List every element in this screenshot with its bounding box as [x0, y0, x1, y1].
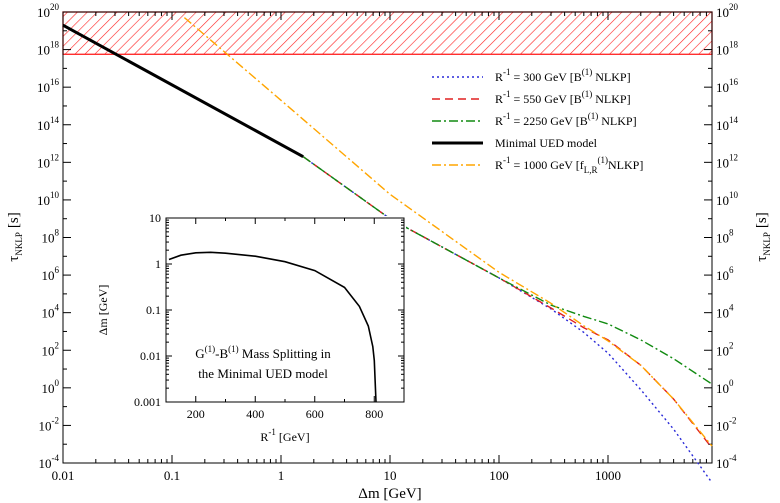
- y-tick-label-left: 102: [42, 340, 60, 358]
- inset-x-tick-label: 600: [306, 407, 324, 421]
- x-tick-label: 1: [278, 468, 285, 483]
- inset-title-line2: the Minimal UED model: [198, 366, 328, 381]
- legend-label-0: R-1 = 300 GeV [B(1) NLKP]: [495, 67, 631, 84]
- inset-title-line1: G(1)-B(1) Mass Splitting in: [195, 344, 331, 361]
- inset-x-tick-label: 200: [187, 407, 205, 421]
- y-tick-label-right: 1010: [716, 190, 739, 208]
- legend: R-1 = 300 GeV [B(1) NLKP] R-1 = 550 GeV […: [432, 67, 643, 175]
- y-tick-label-right: 10-4: [716, 453, 737, 471]
- svg-text:τNKLP[s]: τNKLP [s]: [6, 212, 24, 261]
- y-tick-label-left: 1014: [37, 115, 60, 133]
- y-label-left-unit: [s]: [6, 212, 22, 228]
- x-tick-label: 1000: [595, 468, 621, 483]
- legend-label-3: Minimal UED model: [495, 136, 598, 150]
- y-label-left-main: τ: [6, 256, 22, 262]
- y-tick-label-left: 1016: [37, 77, 60, 95]
- y-tick-label-right: 108: [716, 228, 734, 246]
- inset-y-tick-label: 1: [155, 257, 161, 271]
- y-tick-label-left: 108: [42, 228, 60, 246]
- legend-label-1: R-1 = 550 GeV [B(1) NLKP]: [495, 89, 631, 106]
- y-label-right-main: τ: [754, 256, 770, 262]
- series-line-4: [183, 17, 713, 447]
- y-axis-label-left: τNKLP [s]: [6, 212, 24, 261]
- y-tick-label-right: 1012: [716, 152, 738, 170]
- y-tick-label-left: 1010: [37, 190, 60, 208]
- inset-x-tick-label: 800: [365, 407, 383, 421]
- inset-mass-splitting-curve: [168, 251, 377, 403]
- x-axis-label: Δm [GeV]: [358, 486, 421, 502]
- y-tick-label-right: 100: [716, 378, 734, 396]
- inset-y-tick-label: 10: [149, 211, 161, 225]
- legend-label-2: R-1 = 2250 GeV [B(1) NLKP]: [495, 111, 637, 128]
- y-tick-label-right: 102: [716, 340, 734, 358]
- y-tick-label-left: 1018: [37, 40, 60, 58]
- y-tick-label-left: 10-4: [39, 453, 60, 471]
- y-tick-label-right: 1014: [716, 115, 739, 133]
- inset-y-axis-label: Δm [GeV]: [96, 285, 110, 336]
- y-tick-label-left: 1020: [37, 2, 60, 20]
- inset-y-tick-label: 0.1: [146, 303, 161, 317]
- x-tick-label: 0.1: [164, 468, 180, 483]
- y-tick-label-right: 104: [716, 303, 734, 321]
- y-tick-label-right: 1020: [716, 2, 739, 20]
- inset-y-tick-label: 0.001: [134, 395, 161, 409]
- x-tick-label: 0.01: [52, 468, 75, 483]
- y-tick-label-left: 106: [42, 265, 60, 283]
- y-tick-label-left: 104: [42, 303, 60, 321]
- svg-text:τNKLP[s]: τNKLP [s]: [754, 212, 772, 261]
- y-tick-label-right: 10-2: [716, 415, 737, 433]
- series-line-2: [302, 156, 713, 385]
- y-label-left-sub: NKLP: [14, 232, 24, 256]
- inset-x-tick-label: 400: [246, 407, 264, 421]
- y-tick-label-right: 1018: [716, 40, 739, 58]
- y-tick-label-right: 106: [716, 265, 734, 283]
- y-label-right-sub: NKLP: [762, 232, 772, 256]
- y-tick-label-left: 1012: [37, 152, 59, 170]
- series-line-3: [62, 23, 304, 159]
- y-tick-label-left: 100: [42, 378, 60, 396]
- inset-x-axis-label: R-1 [GeV]: [260, 427, 309, 444]
- legend-label-4: R-1 = 1000 GeV [fL,R(1)NLKP]: [495, 155, 643, 175]
- excluded-region-band: [62, 11, 713, 55]
- x-tick-label: 100: [489, 468, 509, 483]
- x-tick-label: 10: [383, 468, 396, 483]
- series-line-0: [302, 156, 713, 484]
- y-axis-label-right: τNKLP [s]: [754, 212, 772, 261]
- y-tick-label-left: 10-2: [39, 415, 60, 433]
- y-tick-label-right: 1016: [716, 77, 739, 95]
- y-label-right-unit: [s]: [754, 212, 770, 228]
- inset-y-tick-label: 0.01: [140, 349, 161, 363]
